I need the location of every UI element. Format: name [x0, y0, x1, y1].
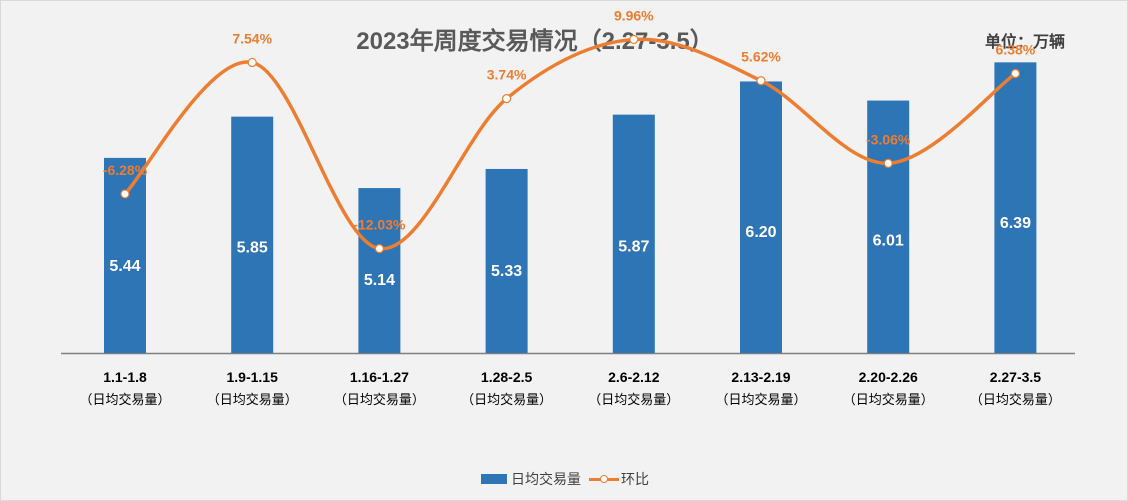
- bar-1.9-1.15: [231, 116, 274, 354]
- line-value-label: 7.54%: [232, 30, 272, 46]
- bar-value-label: 5.33: [491, 263, 522, 280]
- legend-swatch-bar: [481, 474, 507, 484]
- bar-value-label: 6.20: [745, 224, 776, 241]
- line-point: [120, 189, 130, 199]
- x-tick-label: 2.6-2.12: [608, 369, 660, 385]
- line-value-label: -3.06%: [866, 131, 911, 147]
- x-tick-sublabel: （日均交易量）: [843, 392, 934, 407]
- legend-label-line: 环比: [621, 471, 649, 487]
- line-point: [374, 244, 384, 254]
- bar-1.28-2.5: [485, 168, 528, 353]
- bar-value-label: 6.39: [1000, 215, 1031, 232]
- bar-value-label: 5.14: [364, 272, 395, 289]
- bar-value-label: 5.44: [109, 258, 140, 275]
- x-tick-sublabel: （日均交易量）: [588, 392, 679, 407]
- x-tick-label: 2.20-2.26: [859, 369, 918, 385]
- legend-label-bar: 日均交易量: [511, 471, 581, 487]
- x-tick-label: 1.28-2.5: [481, 369, 533, 385]
- legend-item-bar[interactable]: 日均交易量: [481, 469, 581, 489]
- legend-swatch-line: [589, 473, 619, 485]
- line-point: [756, 76, 766, 86]
- x-tick-label: 1.16-1.27: [350, 369, 409, 385]
- x-tick-sublabel: （日均交易量）: [79, 392, 170, 407]
- x-tick-label: 1.9-1.15: [227, 369, 279, 385]
- bar-value-label: 5.87: [618, 239, 649, 256]
- x-tick-sublabel: （日均交易量）: [715, 392, 806, 407]
- x-tick-label: 2.13-2.19: [731, 369, 790, 385]
- line-point: [883, 158, 893, 168]
- line-point: [1010, 68, 1021, 79]
- bar-2.6-2.12: [612, 114, 655, 353]
- line-value-label: -12.03%: [353, 217, 406, 233]
- line-value-label: 3.74%: [487, 67, 527, 83]
- x-tick-label: 1.1-1.8: [103, 369, 147, 385]
- legend-item-line[interactable]: 环比: [589, 469, 649, 489]
- bar-value-label: 5.85: [237, 240, 268, 257]
- bar-2.27-3.5: [994, 62, 1037, 353]
- x-tick-sublabel: （日均交易量）: [970, 392, 1061, 407]
- line-value-label: 5.62%: [741, 49, 781, 65]
- bar-value-label: 6.01: [873, 232, 904, 249]
- legend: 日均交易量 环比: [1, 469, 1128, 489]
- line-point: [247, 57, 257, 68]
- x-tick-sublabel: （日均交易量）: [461, 392, 552, 407]
- bar-2.13-2.19: [740, 81, 782, 353]
- line-value-label: 9.96%: [614, 7, 654, 23]
- series-line-环比: [123, 37, 1018, 251]
- x-tick-sublabel: （日均交易量）: [334, 392, 425, 407]
- unit-label: 单位：万辆: [984, 34, 1065, 51]
- line-point: [502, 94, 512, 104]
- bar-2.20-2.26: [867, 100, 910, 354]
- x-tick-sublabel: （日均交易量）: [207, 392, 298, 407]
- line-point: [629, 34, 639, 45]
- bar-1.1-1.8: [104, 157, 146, 353]
- line-value-label: 6.38%: [996, 41, 1036, 57]
- bar-1.16-1.27: [358, 188, 401, 353]
- x-tick-label: 2.27-3.5: [990, 369, 1042, 385]
- line-value-label: -6.28%: [103, 162, 148, 178]
